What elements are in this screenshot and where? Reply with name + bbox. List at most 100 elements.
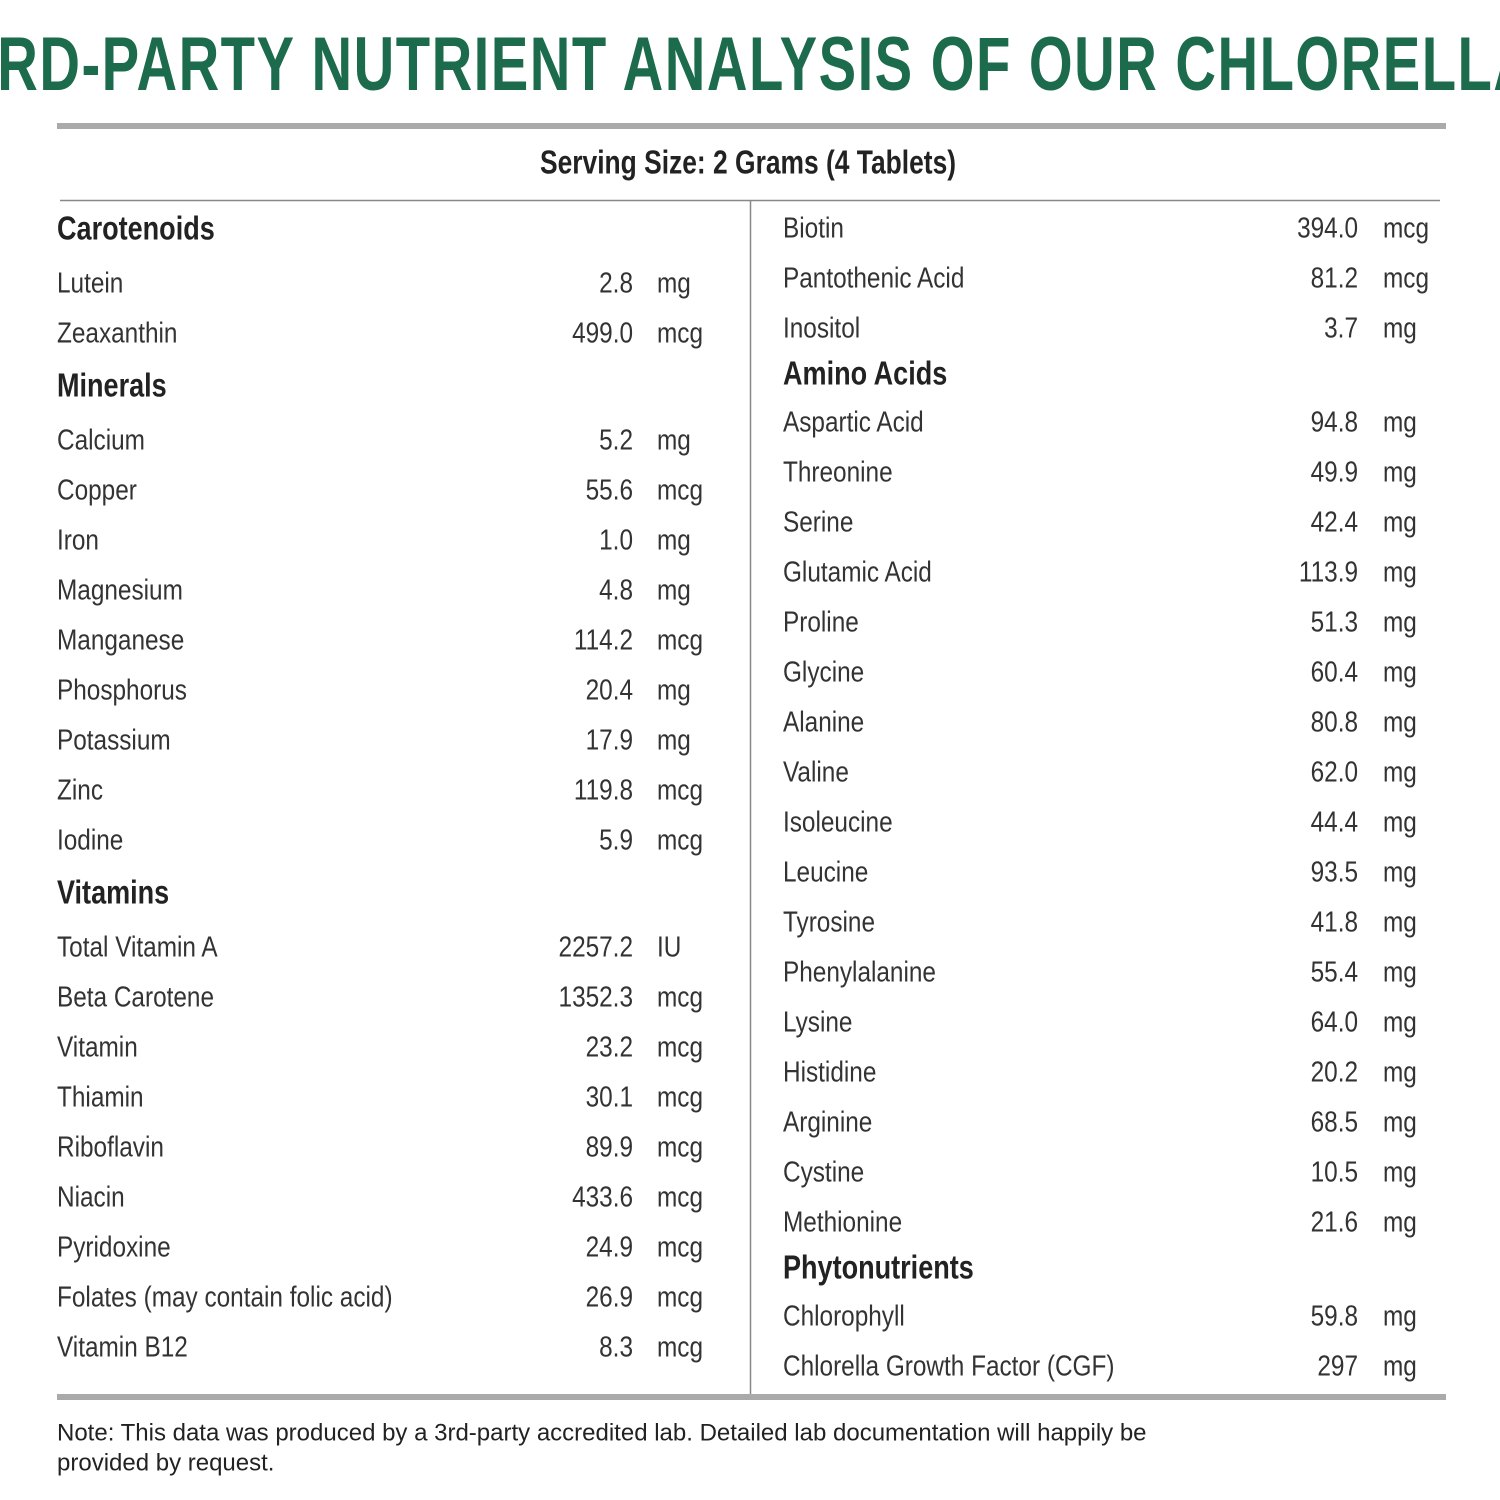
nutrient-name: Proline [783,606,859,638]
nutrient-unit: mcg [657,1031,703,1063]
nutrient-unit: mcg [657,1231,703,1263]
section-heading: Vitamins [57,875,169,911]
nutrient-unit: mg [1383,1156,1417,1188]
nutrient-name: Chlorophyll [783,1300,905,1332]
nutrient-name: Glutamic Acid [783,556,932,588]
nutrient-amount: 5.9 [599,824,633,856]
nutrient-name: Riboflavin [57,1131,164,1163]
nutrient-name: Iodine [57,824,123,856]
nutrient-amount: 62.0 [1311,756,1358,788]
nutrient-amount: 89.9 [586,1131,633,1163]
nutrient-unit: mg [1383,656,1417,688]
nutrient-unit: mg [1383,506,1417,538]
nutrient-unit: mg [1383,1300,1417,1332]
nutrient-amount: 49.9 [1311,456,1358,488]
nutrient-name: Lysine [783,1006,852,1038]
nutrient-amount: 94.8 [1311,406,1358,438]
nutrient-amount: 59.8 [1311,1300,1358,1332]
nutrient-amount: 51.3 [1311,606,1358,638]
nutrient-unit: mcg [657,774,703,806]
nutrient-unit: mg [657,424,691,456]
nutrient-name: Zinc [57,774,103,806]
nutrient-unit: mg [1383,956,1417,988]
nutrient-amount: 394.0 [1297,212,1358,244]
nutrient-name: Niacin [57,1181,125,1213]
nutrient-name: Tyrosine [783,906,875,938]
nutrient-name: Glycine [783,656,864,688]
nutrient-name: Phenylalanine [783,956,936,988]
nutrient-name: Total Vitamin A [57,931,218,963]
note-line: Note: This data was produced by a 3rd-pa… [57,1419,1147,1446]
nutrient-name: Histidine [783,1056,876,1088]
nutrient-unit: mg [657,524,691,556]
nutrient-unit: mcg [657,1181,703,1213]
nutrient-unit: mg [1383,556,1417,588]
nutrient-amount: 297 [1317,1350,1358,1382]
nutrient-name: Zeaxanthin [57,317,177,349]
nutrient-name: Arginine [783,1106,872,1138]
nutrient-name: Chlorella Growth Factor (CGF) [783,1350,1114,1382]
nutrient-amount: 60.4 [1311,656,1358,688]
nutrient-name: Lutein [57,267,123,299]
title: 3RD-PARTY NUTRIENT ANALYSIS OF OUR CHLOR… [0,22,1500,107]
nutrient-name: Pyridoxine [57,1231,171,1263]
section-heading: Minerals [57,368,167,404]
nutrient-name: Calcium [57,424,145,456]
nutrient-name: Leucine [783,856,868,888]
nutrient-name: Aspartic Acid [783,406,924,438]
nutrient-unit: mcg [657,1281,703,1313]
nutrient-amount: 42.4 [1311,506,1358,538]
nutrient-amount: 44.4 [1311,806,1358,838]
nutrient-unit: mcg [1383,212,1429,244]
nutrient-amount: 55.4 [1311,956,1358,988]
nutrient-amount: 10.5 [1311,1156,1358,1188]
nutrient-unit: mg [1383,756,1417,788]
nutrient-unit: mg [657,724,691,756]
nutrient-name: Valine [783,756,849,788]
nutrient-name: Manganese [57,624,184,656]
section-heading: Amino Acids [783,356,947,392]
nutrient-name: Beta Carotene [57,981,214,1013]
nutrient-unit: mg [1383,312,1417,344]
nutrient-amount: 114.2 [574,624,633,656]
nutrient-amount: 23.2 [586,1031,633,1063]
nutrient-name: Alanine [783,706,864,738]
nutrient-amount: 499.0 [572,317,633,349]
nutrient-unit: mg [657,674,691,706]
nutrient-unit: mcg [657,624,703,656]
nutrient-unit: mg [1383,406,1417,438]
nutrient-amount: 5.2 [599,424,633,456]
nutrient-name: Pantothenic Acid [783,262,964,294]
nutrient-unit: mg [1383,806,1417,838]
nutrient-unit: mg [657,267,691,299]
nutrient-amount: 24.9 [586,1231,633,1263]
nutrient-name: Isoleucine [783,806,893,838]
nutrient-unit: mcg [1383,262,1429,294]
nutrient-amount: 8.3 [599,1331,633,1363]
nutrient-unit: mcg [657,824,703,856]
nutrient-amount: 1.0 [599,524,633,556]
nutrient-name: Biotin [783,212,844,244]
nutrient-amount: 1352.3 [559,981,633,1013]
nutrient-amount: 17.9 [586,724,633,756]
nutrient-unit: IU [657,931,681,963]
nutrient-unit: mg [1383,606,1417,638]
nutrient-amount: 119.8 [574,774,633,806]
nutrient-name: Cystine [783,1156,864,1188]
nutrient-unit: mg [1383,906,1417,938]
bottom-rule [57,1394,1446,1400]
section-heading: Carotenoids [57,211,215,247]
nutrient-amount: 81.2 [1311,262,1358,294]
nutrient-unit: mcg [657,1131,703,1163]
nutrient-amount: 433.6 [572,1181,633,1213]
nutrient-unit: mcg [657,1331,703,1363]
nutrient-amount: 21.6 [1311,1206,1358,1238]
nutrient-name: Magnesium [57,574,183,606]
nutrient-name: Inositol [783,312,860,344]
nutrient-amount: 20.4 [586,674,633,706]
nutrient-unit: mcg [657,1081,703,1113]
nutrient-amount: 80.8 [1311,706,1358,738]
nutrient-name: Methionine [783,1206,902,1238]
